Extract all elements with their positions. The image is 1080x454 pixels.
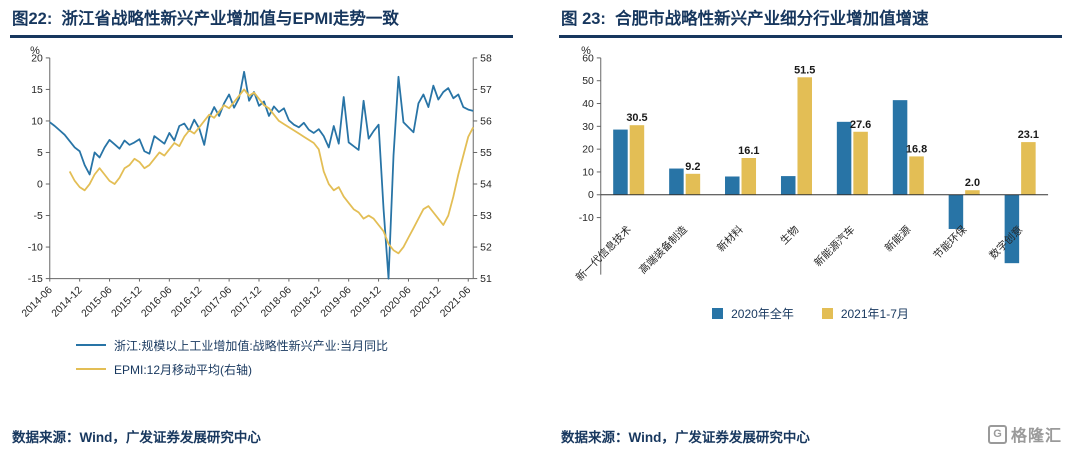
figure-23-title: 图 23: 合肥市战略性新兴产业细分行业增加值增速 — [561, 10, 929, 28]
svg-text:30.5: 30.5 — [626, 113, 647, 125]
svg-text:9.2: 9.2 — [685, 161, 700, 173]
figure-22-panel: 图22: 浙江省战略性新兴产业增加值与EPMI走势一致 20 15 10 5 0 -5 -1… — [10, 6, 513, 448]
svg-text:54: 54 — [480, 180, 492, 191]
svg-text:2.0: 2.0 — [965, 178, 980, 190]
figure-22-legend: 浙江:规模以上工业增加值:战略性新兴产业:当月同比 EPMI:12月移动平均(右… — [76, 337, 513, 378]
svg-text:50: 50 — [582, 77, 594, 88]
svg-text:2017-06: 2017-06 — [199, 285, 234, 320]
legend-item-epmi: EPMI:12月移动平均(右轴) — [76, 361, 513, 378]
line-chart-zhejiang-epmi: 20 15 10 5 0 -5 -10 -15 58 57 56 55 54 53 52 51% 2014-06… — [20, 45, 492, 320]
gold-line-swatch — [76, 368, 106, 371]
svg-text:58: 58 — [480, 54, 492, 65]
svg-text:20: 20 — [31, 54, 43, 65]
svg-text:新材料: 新材料 — [714, 223, 746, 255]
legend-label-zhejiang: 浙江:规模以上工业增加值:战略性新兴产业:当月同比 — [114, 338, 389, 353]
svg-text:-10: -10 — [579, 213, 594, 224]
svg-text:生物: 生物 — [778, 223, 802, 247]
blue-line-swatch — [76, 344, 106, 347]
gelonghui-logo-icon: G — [987, 424, 1007, 444]
gelonghui-logo: G 格隆汇 — [987, 422, 1062, 446]
legend-label-2020: 2020年全年 — [731, 306, 794, 321]
svg-text:52: 52 — [480, 243, 492, 254]
svg-text:0: 0 — [37, 180, 43, 191]
legend-label-epmi: EPMI:12月移动平均(右轴) — [114, 362, 253, 377]
legend-label-2021: 2021年1-7月 — [840, 306, 909, 321]
svg-text:2018-06: 2018-06 — [259, 285, 294, 320]
svg-text:%: % — [30, 45, 40, 57]
gelonghui-logo-text: 格隆汇 — [1010, 428, 1062, 445]
svg-text:2015-12: 2015-12 — [110, 285, 145, 320]
svg-text:2021-06: 2021-06 — [439, 285, 474, 320]
svg-text:2016-06: 2016-06 — [140, 285, 175, 320]
figure-23-panel: 图 23: 合肥市战略性新兴产业细分行业增加值增速 60 50 40 30 20 10 0 -… — [559, 6, 1062, 448]
figure-23-header: 图 23: 合肥市战略性新兴产业细分行业增加值增速 — [559, 6, 1062, 39]
svg-text:0: 0 — [588, 191, 594, 202]
svg-text:10: 10 — [582, 168, 594, 179]
svg-text:高端装备制造: 高端装备制造 — [636, 223, 690, 277]
gold-square-swatch — [821, 307, 833, 319]
figure-23-source: 数据来源：Wind，广发证券发展研究中心 — [561, 430, 810, 445]
svg-text:53: 53 — [480, 211, 492, 222]
svg-text:%: % — [581, 45, 591, 57]
svg-text:16.8: 16.8 — [906, 144, 927, 156]
svg-text:57: 57 — [480, 85, 492, 96]
svg-text:40: 40 — [582, 99, 594, 110]
svg-text:2015-06: 2015-06 — [80, 285, 115, 320]
svg-text:-5: -5 — [34, 211, 43, 222]
blue-square-swatch — [712, 307, 724, 319]
svg-text:16.1: 16.1 — [738, 146, 759, 158]
svg-text:2019-06: 2019-06 — [319, 285, 354, 320]
svg-text:新能源汽车: 新能源汽车 — [811, 223, 857, 269]
svg-text:20: 20 — [582, 145, 594, 156]
svg-text:-15: -15 — [28, 274, 43, 285]
svg-text:2018-12: 2018-12 — [289, 285, 324, 320]
svg-text:-10: -10 — [28, 243, 43, 254]
svg-text:30: 30 — [582, 122, 594, 133]
svg-text:23.1: 23.1 — [1018, 130, 1039, 142]
svg-text:2014-12: 2014-12 — [50, 285, 85, 320]
legend-item-zhejiang: 浙江:规模以上工业增加值:战略性新兴产业:当月同比 — [76, 337, 513, 354]
svg-text:2019-12: 2019-12 — [349, 285, 384, 320]
svg-text:2017-12: 2017-12 — [229, 285, 264, 320]
legend-item-2021: 2021年1-7月 — [821, 305, 909, 322]
bar-chart-hefei-industries: 60 50 40 30 20 10 0 -10% 30.5 9.2 16.1 51.5 27.6 16.8… — [573, 45, 1049, 284]
svg-text:60: 60 — [582, 54, 594, 65]
figure-22-header: 图22: 浙江省战略性新兴产业增加值与EPMI走势一致 — [10, 6, 513, 39]
svg-text:2016-12: 2016-12 — [170, 285, 205, 320]
svg-text:51.5: 51.5 — [794, 65, 815, 77]
svg-text:2014-06: 2014-06 — [20, 285, 55, 320]
svg-text:27.6: 27.6 — [850, 119, 871, 131]
svg-text:2020-12: 2020-12 — [409, 285, 444, 320]
legend-item-2020: 2020年全年 — [712, 305, 794, 322]
svg-text:55: 55 — [480, 148, 492, 159]
svg-text:2020-06: 2020-06 — [379, 285, 414, 320]
svg-text:新一代信息技术: 新一代信息技术 — [573, 223, 634, 284]
svg-text:10: 10 — [31, 117, 43, 128]
svg-text:51: 51 — [480, 274, 492, 285]
svg-text:15: 15 — [31, 85, 43, 96]
figure-23-legend: 2020年全年 2021年1-7月 — [559, 305, 1062, 322]
figure-22-title: 图22: 浙江省战略性新兴产业增加值与EPMI走势一致 — [12, 10, 399, 28]
figure-22-source: 数据来源：Wind，广发证券发展研究中心 — [12, 430, 261, 445]
svg-text:56: 56 — [480, 117, 492, 128]
svg-text:新能源: 新能源 — [882, 223, 914, 255]
svg-text:5: 5 — [37, 148, 43, 159]
